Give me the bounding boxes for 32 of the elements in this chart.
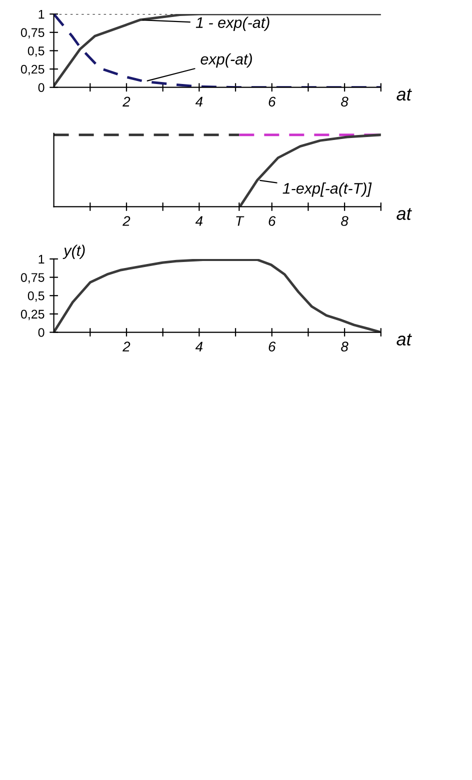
annotation: 1 - exp(-at): [196, 16, 270, 32]
y-tick-label: 0,25: [20, 64, 44, 76]
x-tick-label: 6: [268, 216, 276, 226]
y-tick-label: 0,5: [28, 291, 44, 302]
y-tick-label: 0,75: [20, 28, 44, 38]
x-tick-label: 4: [195, 342, 203, 352]
line-series: [54, 258, 381, 332]
annotation: exp(-at): [200, 53, 252, 68]
y-tick-label: 0: [38, 83, 44, 92]
y-tick-label: 1: [38, 10, 44, 19]
y-tick-label: 1: [38, 254, 44, 264]
x-tick-label: 4: [195, 96, 203, 106]
x-tick-label: 8: [341, 96, 348, 107]
x-tick-label: 2: [122, 216, 130, 226]
x-tick-label: 4: [195, 216, 203, 226]
y-tick-label: 0,25: [20, 310, 44, 320]
x-tick-label: 8: [341, 342, 348, 352]
line-series: [54, 14, 381, 88]
x-tick-label: 6: [268, 96, 276, 107]
x-tick-label: T: [236, 216, 244, 226]
y-axis-title: y(t): [62, 244, 85, 259]
y-tick-label: 0: [38, 328, 44, 337]
x-tick-label: 2: [122, 96, 130, 106]
x-axis-title: at: [396, 334, 412, 346]
y-tick-label: 0,5: [28, 46, 44, 57]
annotation: 1-exp[-a(t-T)]: [282, 182, 372, 197]
x-axis-title: at: [396, 208, 412, 220]
x-axis-title: at: [396, 88, 412, 101]
x-tick-label: 2: [122, 342, 130, 352]
x-tick-label: 8: [341, 216, 348, 226]
x-tick-label: 6: [268, 342, 276, 352]
y-tick-label: 0,75: [20, 273, 44, 284]
